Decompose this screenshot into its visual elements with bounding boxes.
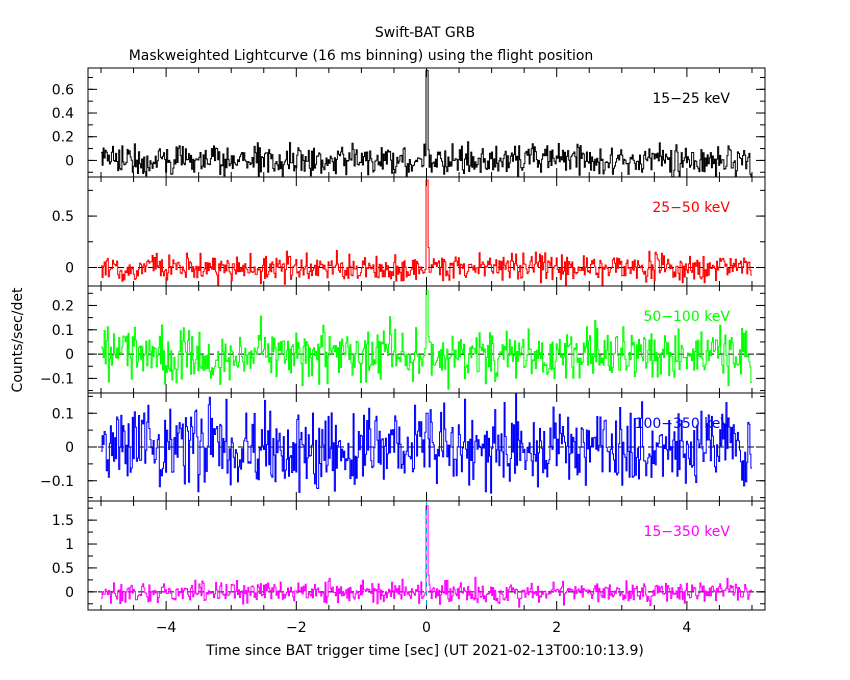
x-tick-label: 4: [682, 620, 691, 636]
x-tick-label: −2: [286, 620, 307, 636]
lightcurve-series: [101, 69, 752, 178]
y-tick-label: 1.5: [52, 513, 74, 529]
lightcurve-series: [101, 290, 752, 390]
band-label: 15−25 keV: [652, 91, 730, 107]
y-tick-label: 0.5: [52, 209, 74, 225]
lightcurve-series: [101, 505, 752, 608]
y-tick-label: 0: [65, 585, 74, 601]
band-label: 15−350 keV: [643, 524, 730, 540]
y-tick-label: 0: [65, 440, 74, 456]
y-tick-label: −0.1: [40, 474, 74, 490]
panels-group: 0 0.2 0.4 0.6 15−25 keV 0 0.5 25−50 keV −0.1 0 0.1…: [40, 67, 766, 636]
y-tick-label: 0.1: [52, 323, 74, 339]
y-tick-label: 0: [65, 347, 74, 363]
y-tick-label: 0: [65, 153, 74, 169]
x-tick-label: 2: [552, 620, 561, 636]
band-label: 50−100 keV: [643, 309, 730, 325]
y-axis-label: Counts/sec/det: [10, 287, 26, 392]
y-tick-label: 1: [65, 537, 74, 553]
y-tick-label: 0.6: [52, 82, 74, 98]
chart-subtitle: Maskweighted Lightcurve (16 ms binning) …: [129, 48, 594, 64]
y-tick-label: 0.2: [52, 298, 74, 314]
y-tick-label: 0.1: [52, 406, 74, 422]
x-tick-label: −4: [156, 620, 177, 636]
band-label: 100−350 keV: [635, 416, 731, 432]
y-tick-label: 0.2: [52, 130, 74, 146]
band-label: 25−50 keV: [652, 200, 730, 216]
x-tick-label: 0: [422, 620, 431, 636]
lightcurve-series: [101, 179, 752, 287]
lightcurve-series: [101, 393, 752, 494]
y-tick-label: −0.1: [40, 371, 74, 387]
y-tick-label: 0.4: [52, 106, 74, 122]
y-tick-label: 0.5: [52, 561, 74, 577]
y-tick-label: 0: [65, 260, 74, 276]
x-axis-label: Time since BAT trigger time [sec] (UT 20…: [205, 643, 644, 659]
chart-title: Swift-BAT GRB: [375, 25, 475, 41]
